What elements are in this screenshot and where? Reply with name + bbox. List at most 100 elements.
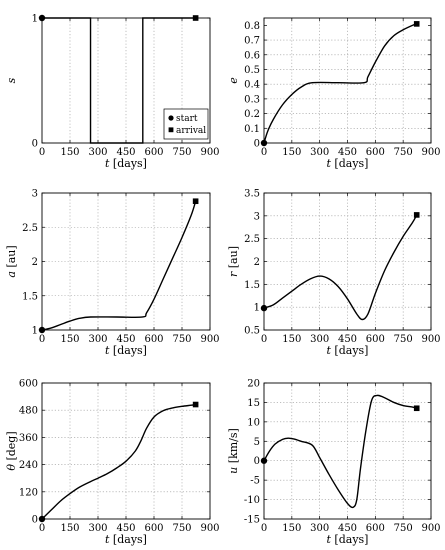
y-axis-variable: r [227,271,240,277]
x-axis-variable: t [105,157,110,170]
y-tick-label: -15 [244,515,260,526]
x-tick-label: 750 [172,147,191,158]
series-line [41,403,196,520]
legend-start-label: start [176,114,198,124]
x-tick-label: 300 [88,523,107,534]
y-axis-variable: s [5,77,18,83]
y-tick-label: 1 [32,326,38,337]
y-tick-label: 0 [254,139,260,150]
x-tick-label: 750 [394,523,413,534]
y-axis-label: u [km/s] [227,428,240,474]
y-axis-unit: [au] [5,245,18,271]
x-tick-label: 150 [60,147,79,158]
y-tick-label: -10 [244,495,260,506]
y-tick-label: 15 [247,398,260,409]
y-tick-label: 3.5 [244,189,260,200]
x-axis-unit: [days] [331,344,369,357]
x-tick-label: 600 [366,523,385,534]
x-tick-label: 450 [338,147,357,158]
start-marker [38,14,46,22]
chart-panel-5: 0 150 300 450 600 750 900 -15 -10 -5 0 5 10 15 20 t [da… [227,379,441,547]
y-tick-label: 20 [247,379,260,390]
x-axis-variable: t [327,157,332,170]
x-tick-label: 0 [39,334,45,345]
arrival-marker [192,401,199,408]
x-tick-label: 0 [261,147,267,158]
x-tick-label: 900 [200,147,219,158]
arrival-marker [413,212,420,218]
y-axis-label: e [227,77,240,84]
y-axis-variable: e [227,77,240,84]
y-tick-label: 480 [19,406,38,417]
x-tick-label: 150 [282,523,301,534]
y-tick-label: 0.3 [244,94,260,105]
series-line [41,201,197,331]
y-tick-label: 5 [254,437,260,448]
x-axis-label: t [days] [105,533,147,546]
x-tick-label: 0 [39,147,45,158]
legend-start-marker [168,115,174,121]
y-tick-label: 2.5 [22,223,38,234]
series-line [263,394,417,509]
start-marker [260,139,268,147]
x-axis-variable: t [327,533,332,546]
y-axis-unit: [deg] [5,431,18,464]
y-tick-label: 1 [32,14,38,25]
x-tick-label: 300 [88,334,107,345]
chart-panel-1: 0 150 300 450 600 750 900 0 0.1 0.2 0.3 0.4 0.5 0.6 0.… [227,17,441,170]
y-tick-label: 120 [19,487,38,498]
y-tick-label: 240 [19,460,38,471]
start-marker [260,457,268,464]
y-tick-label: 0.5 [244,65,260,76]
y-axis-label: θ [deg] [5,431,18,470]
x-tick-label: 600 [366,147,385,158]
x-axis-unit: [days] [109,157,147,170]
y-tick-label: 2 [254,257,260,268]
y-axis-unit: [km/s] [227,428,240,467]
y-tick-label: 0.6 [244,50,260,61]
x-axis-unit: [days] [331,157,369,170]
chart-panel-2: 0 150 300 450 600 750 900 1 1.5 2 2.5 3 t [days] a [a… [5,189,220,358]
y-axis-variable: u [227,467,240,474]
x-tick-label: 0 [39,523,45,534]
y-tick-label: -5 [250,476,260,487]
y-tick-label: 3 [254,211,260,222]
x-tick-label: 0 [261,334,267,345]
x-tick-label: 300 [88,147,107,158]
y-tick-label: 0.1 [244,124,260,135]
chart-panel-0: 0 150 300 450 600 750 900 0 1 t [days] s start arriv… [5,14,220,171]
x-tick-label: 600 [366,334,385,345]
x-tick-label: 450 [338,334,357,345]
chart-panel-3: 0 150 300 450 600 750 900 0.5 1 1.5 2 2.5 3 3.5 t [day… [227,189,441,358]
y-tick-label: 0.8 [244,21,260,32]
x-tick-label: 600 [144,334,163,345]
y-tick-label: 1 [254,303,260,314]
y-axis-label: r [au] [227,246,240,277]
x-axis-label: t [days] [105,344,147,357]
x-tick-label: 150 [282,147,301,158]
y-tick-label: 0.5 [244,326,260,337]
x-tick-label: 150 [282,334,301,345]
y-axis-label: s [5,77,18,83]
legend-arrival-label: arrival [176,126,206,136]
x-tick-label: 750 [394,334,413,345]
x-axis-unit: [days] [109,533,147,546]
y-axis-label: a [au] [5,245,18,277]
series-line [263,23,417,144]
y-tick-label: 10 [247,417,260,428]
x-tick-label: 900 [200,334,219,345]
x-tick-label: 750 [394,147,413,158]
y-tick-label: 2.5 [244,234,260,245]
arrival-marker [413,21,420,27]
x-axis-variable: t [327,344,332,357]
arrival-marker [192,15,199,21]
y-tick-label: 0 [254,456,260,467]
series-line [263,214,418,321]
y-tick-label: 1.5 [244,280,260,291]
y-tick-label: 0 [32,515,38,526]
legend-box [163,108,209,140]
y-axis-variable: a [5,271,18,278]
x-tick-label: 300 [310,523,329,534]
